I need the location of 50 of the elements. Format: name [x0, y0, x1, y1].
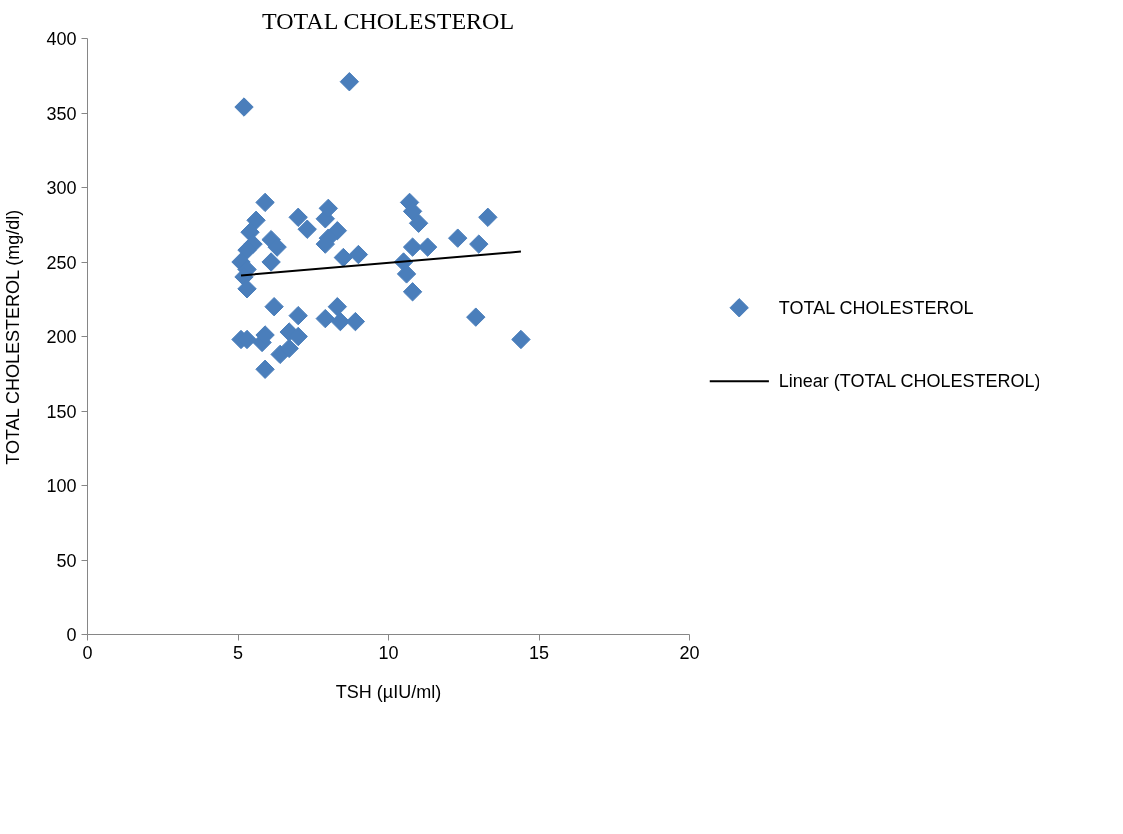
x-axis-title: TSH (µIU/ml) [335, 681, 442, 702]
y-tick-label: 50 [56, 550, 77, 571]
point [255, 192, 275, 213]
y-axis-title: TOTAL CHOLESTEROL (mg/dl) [3, 209, 24, 465]
point [297, 219, 317, 239]
point [288, 305, 308, 326]
point [315, 308, 335, 329]
point [264, 297, 284, 317]
point [396, 264, 417, 284]
y-tick-label: 100 [46, 476, 77, 496]
y-tick-label: 200 [46, 327, 77, 347]
x-tick-label: 5 [232, 642, 244, 663]
point [408, 213, 429, 233]
legend-label: TOTAL CHOLESTEROL [778, 297, 974, 318]
point [469, 234, 489, 254]
point [255, 359, 275, 379]
point [261, 252, 281, 272]
point [330, 311, 351, 332]
point [246, 210, 266, 230]
point [279, 338, 299, 359]
point [478, 207, 498, 227]
point [333, 247, 354, 268]
point [234, 97, 254, 117]
point [267, 237, 287, 257]
point [345, 311, 366, 332]
point [402, 237, 423, 257]
point [288, 326, 308, 347]
y-tick-label: 150 [46, 401, 77, 422]
point [511, 329, 531, 350]
point [348, 244, 369, 265]
chart-title: TOTAL CHOLESTEROL [262, 7, 515, 34]
point [417, 237, 438, 257]
y-tick-label: 0 [66, 625, 77, 645]
point [237, 279, 257, 299]
point [402, 282, 423, 302]
x-tick-label: 15 [528, 642, 550, 663]
point [339, 72, 360, 92]
x-tick-label: 10 [378, 642, 399, 663]
point [237, 240, 257, 260]
x-tick-label: 20 [679, 642, 700, 663]
y-tick-label: 400 [46, 29, 77, 49]
point [327, 297, 348, 317]
point [448, 228, 468, 248]
y-tick-label: 250 [46, 252, 77, 273]
legend-label: Linear (TOTAL CHOLESTEROL) [778, 371, 1041, 392]
x-tick-label: 0 [82, 642, 93, 663]
y-tick-label: 300 [46, 178, 77, 198]
y-tick-label: 350 [46, 103, 77, 124]
point [288, 207, 308, 227]
point [466, 307, 486, 327]
